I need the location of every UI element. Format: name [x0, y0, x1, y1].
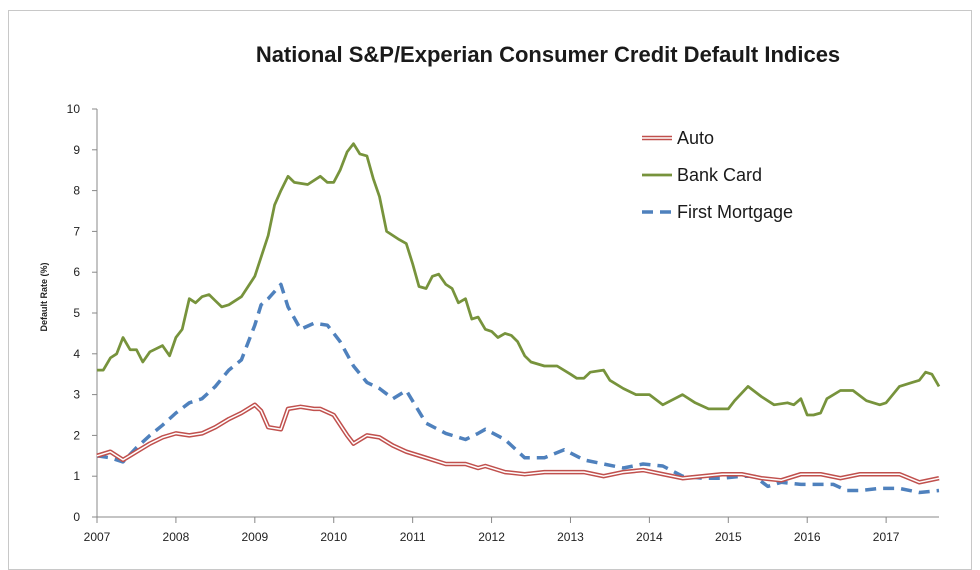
y-tick-label: 2 [73, 428, 80, 442]
x-tick-label: 2015 [715, 530, 742, 544]
y-tick-label: 10 [67, 102, 81, 116]
series-line-auto [96, 402, 940, 485]
series-line-bank-card [97, 142, 941, 417]
x-tick-label: 2016 [794, 530, 821, 544]
x-tick-label: 2008 [163, 530, 190, 544]
x-tick-label: 2007 [84, 530, 111, 544]
chart-title: National S&P/Experian Consumer Credit De… [256, 42, 840, 67]
series-line-first-mortgage [96, 282, 940, 495]
y-tick-label: 7 [73, 224, 80, 238]
x-tick-label: 2010 [320, 530, 347, 544]
x-tick-label: 2013 [557, 530, 584, 544]
y-tick-label: 5 [73, 306, 80, 320]
y-tick-label: 9 [73, 143, 80, 157]
x-axis: 2007 2008 2009 2010 2011 2012 2013 2014 2015 2016… [84, 516, 939, 544]
legend: Auto Bank Card First Mortgage [642, 128, 793, 222]
x-tick-label: 2012 [478, 530, 505, 544]
x-tick-label: 2014 [636, 530, 663, 544]
y-tick-label: 6 [73, 265, 80, 279]
x-tick-label: 2011 [400, 530, 426, 544]
y-axis: 0 1 2 3 4 5 6 7 8 9 10 [67, 102, 98, 524]
y-tick-label: 0 [73, 510, 80, 524]
y-tick-label: 8 [73, 184, 80, 198]
y-tick-label: 1 [73, 469, 80, 483]
series-layer [96, 142, 941, 495]
x-tick-label: 2017 [873, 530, 900, 544]
series-line-auto-inner [96, 404, 940, 484]
x-tick-label: 2009 [241, 530, 268, 544]
y-tick-label: 3 [73, 388, 80, 402]
chart: National S&P/Experian Consumer Credit De… [39, 42, 941, 544]
y-tick-label: 4 [73, 347, 80, 361]
y-axis-label: Default Rate (%) [39, 262, 49, 331]
legend-label-bank-card: Bank Card [677, 165, 762, 185]
legend-label-auto: Auto [677, 128, 714, 148]
legend-label-first-mortgage: First Mortgage [677, 202, 793, 222]
